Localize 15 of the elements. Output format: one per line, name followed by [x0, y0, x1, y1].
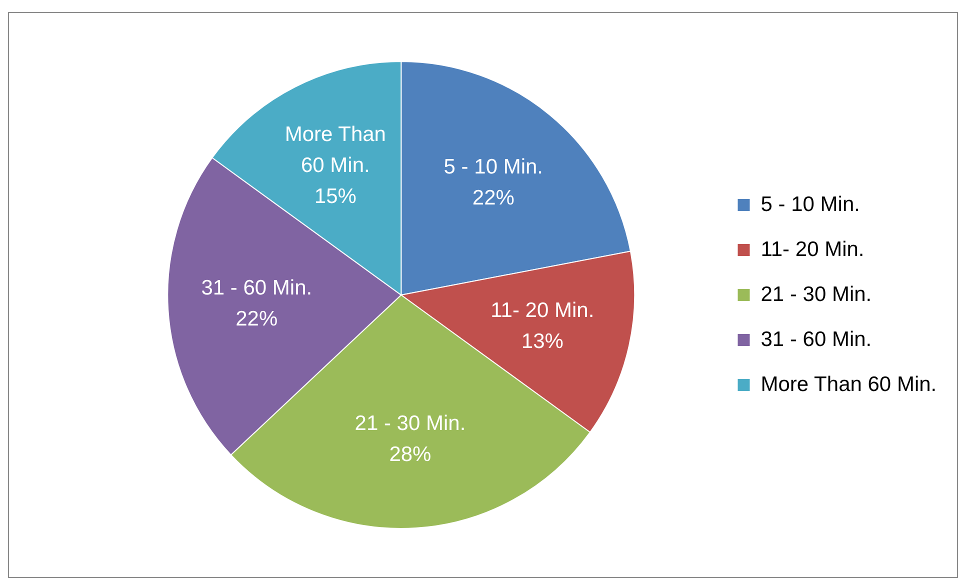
legend-label: 5 - 10 Min. — [760, 192, 860, 216]
data-label: 13% — [521, 330, 564, 353]
data-label: 22% — [472, 186, 514, 210]
slice-label: 21 - 30 Min. — [354, 412, 466, 435]
legend-label: 11- 20 Min. — [760, 238, 864, 261]
data-label: 22% — [236, 307, 278, 330]
slice-label: 5 - 10 Min. — [444, 156, 544, 179]
data-label: 15% — [314, 184, 356, 208]
data-label: 28% — [389, 442, 432, 466]
legend-label: 21 - 30 Min. — [760, 282, 872, 306]
legend-label: More Than 60 Min. — [760, 372, 937, 396]
slice-label: 11- 20 Min. — [490, 298, 594, 322]
legend-label: 31 - 60 Min. — [760, 328, 872, 351]
slice-label: 31 - 60 Min. — [201, 276, 312, 300]
slice-label: More Than 60 Min. — [284, 122, 386, 177]
